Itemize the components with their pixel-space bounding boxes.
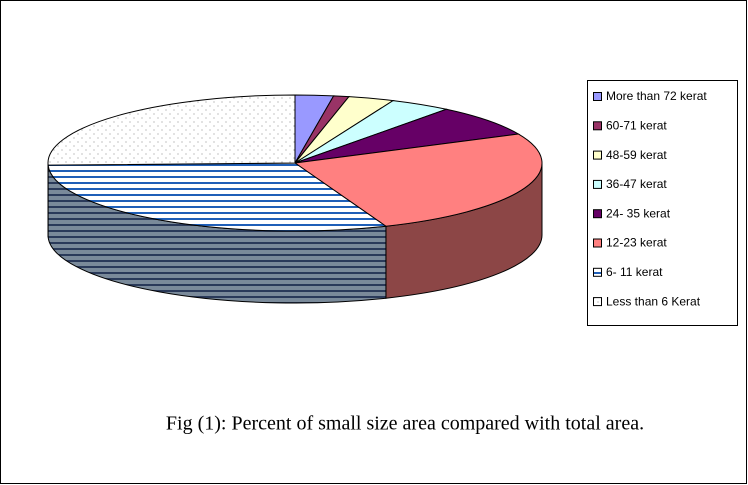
legend-label: More than 72 kerat (606, 89, 707, 103)
legend-swatch (593, 179, 602, 189)
pie (47, 94, 543, 304)
legend-label: 6- 11 kerat (606, 265, 663, 279)
legend-label: 36-47 kerat (606, 177, 667, 191)
legend-swatch (593, 297, 602, 307)
legend-box (587, 80, 738, 326)
legend-label: Less than 6 Kerat (606, 294, 701, 308)
caption: Fig (1): Percent of small size area comp… (166, 413, 644, 435)
pie-slice (47, 94, 296, 166)
legend-swatch (593, 121, 602, 131)
legend-swatch (593, 150, 602, 160)
legend-swatch (593, 209, 602, 219)
legend-swatch (593, 267, 602, 277)
pie-slice (47, 162, 388, 232)
legend-label: 60-71 kerat (606, 118, 667, 132)
pie-slice (294, 108, 521, 164)
legend-swatch (593, 92, 602, 101)
legend-label: 48-59 kerat (606, 148, 667, 162)
legend-label: 12-23 kerat (606, 236, 667, 250)
legend-label: 24- 35 kerat (606, 206, 671, 220)
pie-slice (293, 133, 543, 227)
legend-swatch (593, 238, 602, 248)
